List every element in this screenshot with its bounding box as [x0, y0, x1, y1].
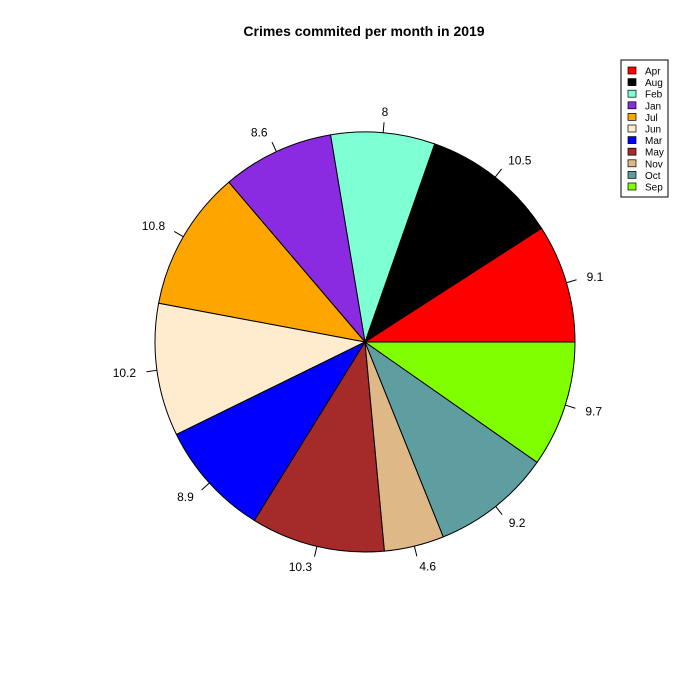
legend-swatch-sep	[627, 182, 637, 191]
legend-swatch-jul	[627, 113, 637, 121]
label-tick-apr	[566, 279, 577, 284]
legend-label-sep: Sep	[645, 183, 663, 194]
legend-swatch-mar	[627, 136, 637, 144]
pie-slice-may	[253, 340, 385, 553]
label-tick-nov	[413, 545, 418, 557]
legend-label-oct: Oct	[645, 171, 661, 182]
slice-value-label: 9.2	[509, 516, 526, 530]
label-tick-oct	[495, 506, 503, 515]
slice-value-label: 8	[382, 105, 389, 119]
legend-label-mar: Mar	[645, 136, 663, 147]
legend-swatch-jan	[627, 101, 637, 110]
legend-swatch-aug	[627, 78, 637, 86]
slice-value-label: 8.6	[251, 126, 268, 140]
slice-value-label: 10.3	[289, 560, 313, 574]
chart-title: Crimes commited per month in 2019	[243, 23, 484, 39]
label-tick-aug	[494, 168, 503, 178]
label-tick-jul	[173, 231, 184, 238]
pie-slice-aug	[364, 143, 543, 344]
pie-slice-sep	[363, 341, 576, 464]
legend-swatch-nov	[627, 159, 637, 168]
legend-swatch-oct	[627, 171, 637, 179]
legend-label-apr: Apr	[645, 67, 661, 78]
label-tick-jan	[271, 141, 277, 152]
slice-value-label: 10.5	[508, 154, 532, 168]
legend-label-jul: Jul	[645, 113, 658, 124]
label-tick-jun	[146, 369, 157, 373]
slice-value-label: 4.6	[419, 560, 436, 574]
label-tick-may	[314, 546, 318, 557]
legend-label-nov: Nov	[645, 159, 663, 170]
pie-slices	[154, 131, 576, 553]
legend-label-jun: Jun	[645, 125, 661, 136]
pie-slice-mar	[175, 340, 367, 522]
legend-swatch-may	[627, 147, 637, 156]
pie-labels: 9.1 10.5 8 8.6 10.8 10.2 8.9 10.3 4.6 9.2 9.7	[113, 105, 604, 574]
slice-value-label: 9.7	[585, 404, 602, 418]
label-tick-mar	[201, 482, 210, 491]
legend-label-aug: Aug	[645, 78, 663, 89]
pie-slice-apr	[363, 227, 576, 343]
pie-slice-oct	[363, 340, 538, 538]
legend-label-jan: Jan	[645, 101, 661, 112]
legend-label-may: May	[645, 148, 664, 159]
legend-swatch-feb	[627, 89, 637, 98]
slice-value-label: 8.9	[177, 490, 194, 504]
slice-value-label: 10.8	[142, 219, 166, 233]
legend-swatch-apr	[627, 66, 637, 75]
label-tick-sep	[565, 404, 576, 409]
slice-value-label: 9.1	[587, 270, 604, 284]
legend-swatch-jun	[627, 124, 637, 133]
label-tick-feb	[382, 122, 385, 133]
slice-value-label: 10.2	[113, 366, 137, 380]
legend-label-feb: Feb	[645, 90, 663, 101]
